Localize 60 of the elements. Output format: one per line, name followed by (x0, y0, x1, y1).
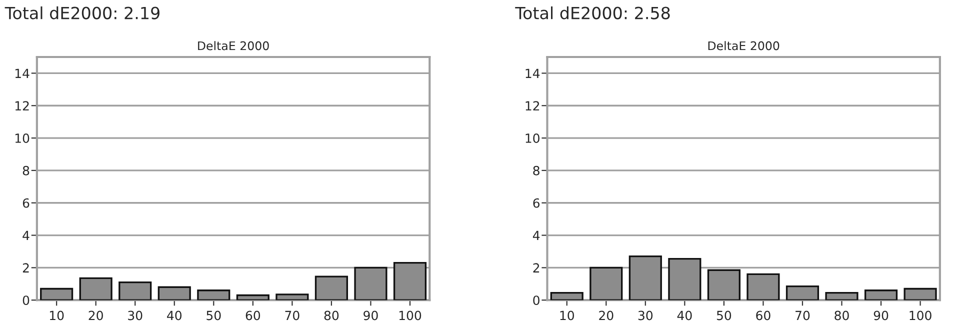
bar (707, 269, 740, 300)
bar (79, 277, 112, 300)
x-tick-label: 20 (599, 310, 614, 320)
y-tick-label: 8 (533, 166, 540, 176)
y-tick-label: 6 (533, 198, 540, 208)
chart-subtitle: DeltaE 2000 (198, 41, 269, 50)
y-tick-label: 14 (526, 68, 540, 78)
bar (864, 290, 898, 300)
y-tick-label: 6 (22, 198, 30, 208)
x-tick-label: 10 (560, 310, 574, 320)
x-tick-label: 70 (796, 310, 810, 320)
x-tick-label: 30 (128, 310, 142, 320)
x-tick-label: 50 (206, 310, 221, 320)
x-tick-label: 50 (716, 310, 732, 320)
x-tick-label: 10 (50, 310, 64, 320)
bar (158, 286, 191, 300)
y-tick-label: 14 (15, 68, 30, 78)
y-tick-label: 2 (22, 263, 29, 272)
x-tick-label: 100 (910, 310, 932, 320)
bar (904, 288, 937, 300)
bar (786, 285, 820, 300)
bar (628, 256, 662, 300)
y-tick-label: 8 (22, 166, 30, 176)
y-tick-label: 12 (15, 101, 29, 110)
bar (40, 288, 74, 300)
bar (236, 294, 270, 300)
y-tick-label: 12 (526, 101, 540, 110)
x-tick-label: 60 (756, 310, 770, 320)
y-tick-label: 10 (526, 134, 540, 143)
y-tick-label: 4 (532, 230, 540, 240)
x-tick-label: 70 (285, 310, 300, 320)
bar (354, 266, 388, 300)
x-tick-label: 80 (324, 310, 339, 320)
bar (197, 290, 230, 300)
bar (118, 281, 152, 300)
y-tick-label: 0 (22, 296, 30, 306)
x-tick-label: 60 (246, 310, 260, 320)
chart-title: Total dE2000: 2.19 (4, 6, 160, 20)
bar (825, 292, 858, 300)
x-tick-label: 90 (874, 310, 888, 320)
bar (550, 292, 584, 300)
bar (314, 276, 348, 300)
chart-title: Total dE2000: 2.58 (515, 6, 670, 20)
x-tick-label: 30 (638, 310, 653, 320)
bar (393, 262, 427, 300)
x-tick-label: 90 (364, 310, 378, 320)
bar (276, 294, 309, 300)
x-tick-label: 80 (834, 310, 849, 320)
y-tick-label: 4 (22, 230, 30, 240)
bar (746, 273, 780, 300)
y-tick-label: 0 (533, 296, 540, 306)
x-tick-label: 100 (399, 310, 422, 320)
chart-subtitle: DeltaE 2000 (708, 41, 780, 50)
y-tick-label: 10 (15, 134, 30, 143)
x-tick-label: 40 (677, 310, 692, 320)
bar (590, 266, 623, 300)
y-tick-label: 2 (533, 263, 540, 272)
bar (668, 258, 702, 300)
x-tick-label: 20 (88, 310, 103, 320)
x-tick-label: 40 (167, 310, 182, 320)
